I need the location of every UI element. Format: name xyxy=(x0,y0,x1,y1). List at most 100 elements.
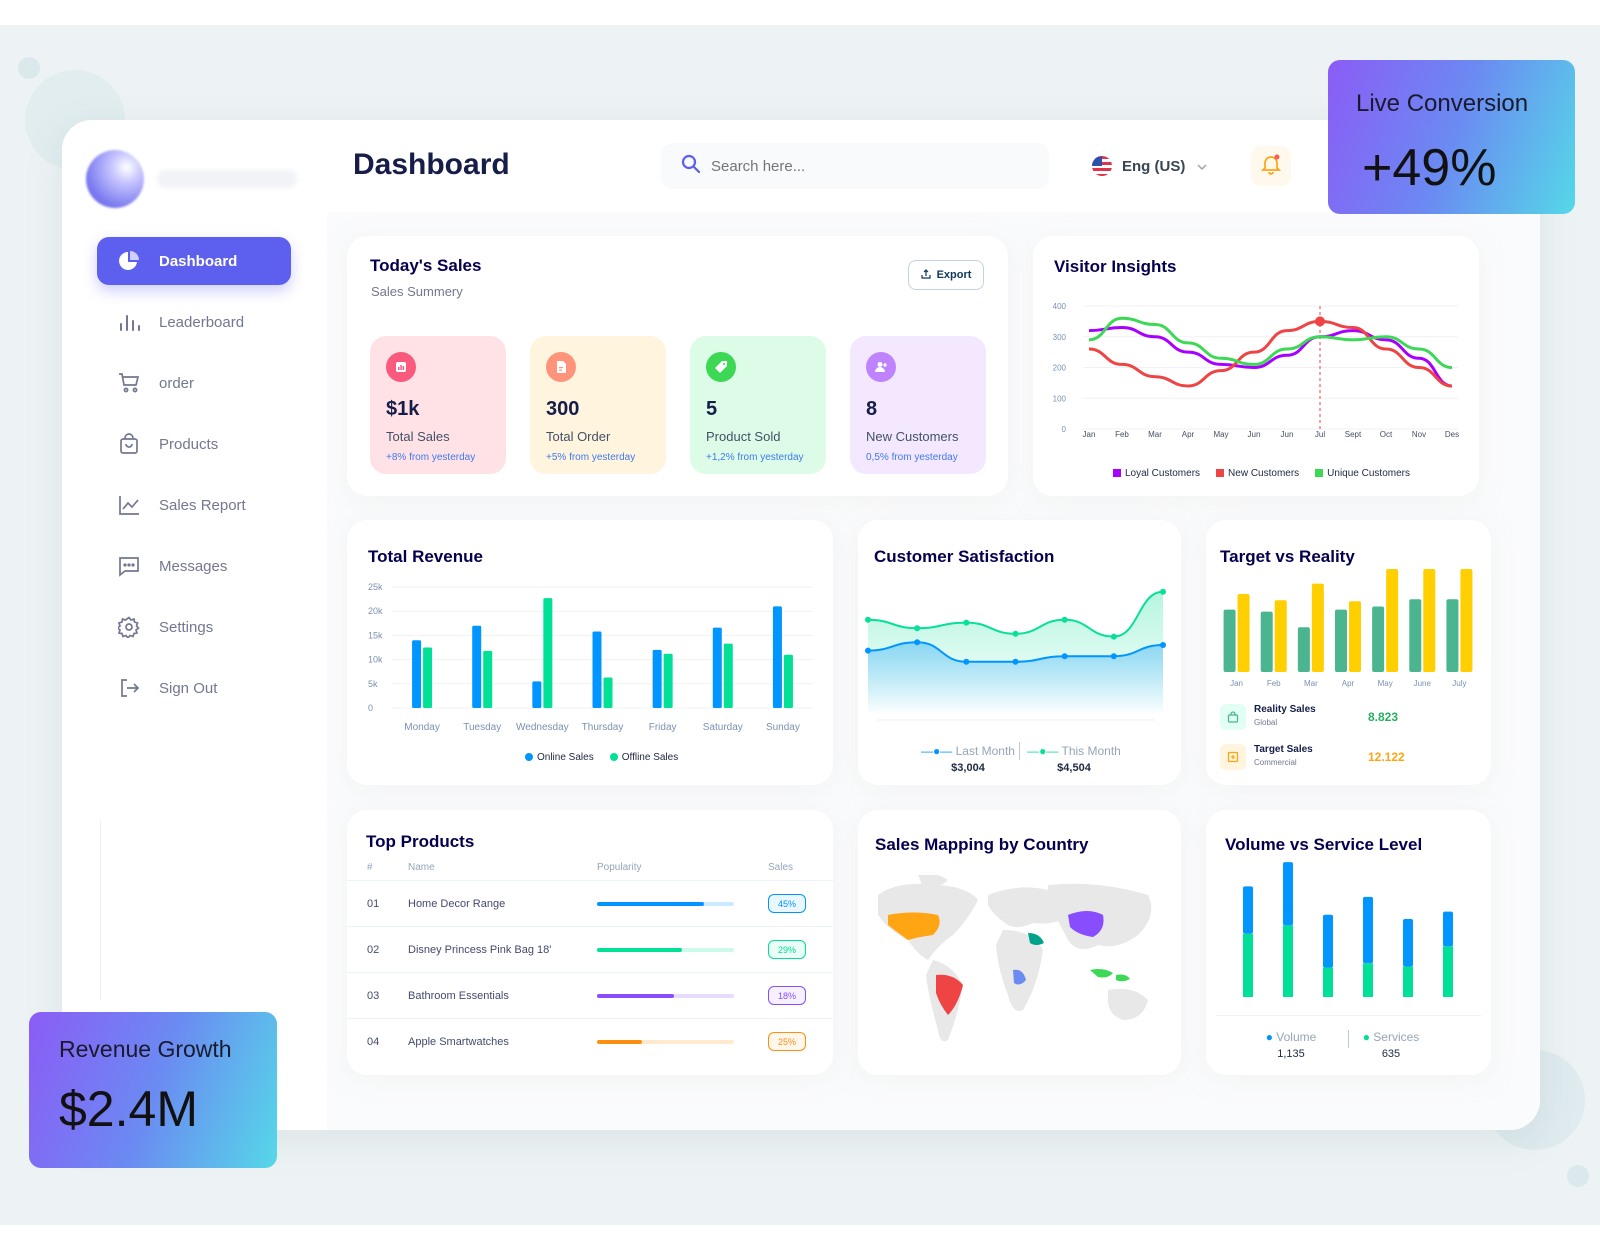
bar xyxy=(1409,599,1422,672)
popularity-fill xyxy=(597,1039,643,1044)
bar xyxy=(603,677,613,708)
sidebar-item-dashboard[interactable]: Dashboard xyxy=(97,237,291,285)
row-sub: Global xyxy=(1254,718,1278,727)
sidebar-item-label: order xyxy=(159,374,195,392)
sign-out-icon xyxy=(117,676,141,700)
stat-value: 8 xyxy=(866,398,878,420)
sidebar-item-label: Sales Report xyxy=(159,496,246,514)
product-name: Home Decor Range xyxy=(408,897,506,910)
decor-circle xyxy=(1567,1165,1589,1187)
legend-label: Offline Sales xyxy=(621,752,679,763)
bar xyxy=(412,640,422,708)
legend-item: Online Sales xyxy=(525,752,594,763)
chart-legend: Loyal Customers New Customers Unique Cus… xyxy=(1113,468,1410,479)
export-button[interactable]: Export xyxy=(908,260,984,290)
sales-pill: 25% xyxy=(768,1032,806,1051)
stat-delta: +8% from yesterday xyxy=(386,452,476,463)
bar xyxy=(1403,919,1413,967)
map-region-usa xyxy=(888,912,940,940)
table-row[interactable]: 01 Home Decor Range 45% xyxy=(347,880,833,926)
stat-value: 300 xyxy=(546,398,580,420)
bar xyxy=(483,650,493,708)
popularity-bar xyxy=(597,1039,734,1044)
sidebar-item-leaderboard[interactable]: Leaderboard xyxy=(97,298,291,346)
row-number: 02 xyxy=(367,943,380,956)
legend-item: Offline Sales xyxy=(609,752,679,763)
notification-button[interactable] xyxy=(1251,146,1291,186)
popularity-fill xyxy=(597,901,704,906)
data-point xyxy=(1110,653,1117,660)
bar xyxy=(1223,609,1236,672)
export-label: Export xyxy=(936,269,972,281)
sidebar-item-settings[interactable]: Settings xyxy=(97,603,291,651)
visitor-insights-card: Visitor Insights 0 100 200 300 400 Jan Feb Mar A… xyxy=(1033,236,1479,496)
bar xyxy=(1323,967,1333,997)
logo xyxy=(86,150,144,208)
table-header: # Name Popularity Sales xyxy=(347,862,833,880)
x-tick-label: Tuesday xyxy=(463,722,501,733)
row-value: 8.823 xyxy=(1368,710,1399,724)
popularity-bar xyxy=(597,993,734,998)
col-header: Sales xyxy=(768,862,794,873)
sidebar-item-sales-report[interactable]: Sales Report xyxy=(97,481,291,529)
stat-delta: +1,2% from yesterday xyxy=(706,452,804,463)
stat-product-sold: 5 Product Sold +1,2% from yesterday xyxy=(690,336,826,474)
x-tick-label: Nov xyxy=(1412,430,1426,439)
row-number: 01 xyxy=(367,897,380,910)
sidebar-item-products[interactable]: Products xyxy=(97,420,291,468)
table-row[interactable]: 02 Disney Princess Pink Bag 18' 29% xyxy=(347,926,833,972)
bar xyxy=(1274,600,1287,672)
popularity-bar xyxy=(597,901,734,906)
badge-value: +49% xyxy=(1362,139,1497,197)
y-tick-label: 10k xyxy=(368,655,383,665)
series-area xyxy=(868,642,1163,715)
bar xyxy=(1363,896,1373,964)
search-box[interactable] xyxy=(661,143,1049,189)
decor-circle xyxy=(18,57,40,79)
dashboard-window: Dashboard Leaderboard order Products Sal… xyxy=(62,120,1540,1130)
bar xyxy=(592,631,602,708)
table-row[interactable]: 04 Apple Smartwatches 25% xyxy=(347,1018,833,1064)
ticket-icon xyxy=(1220,744,1246,770)
bar xyxy=(1243,886,1253,934)
sidebar-item-order[interactable]: order xyxy=(97,359,291,407)
legend-value: 635 xyxy=(1381,1048,1401,1060)
language-selector[interactable]: Eng (US) xyxy=(1092,156,1207,176)
product-name: Apple Smartwatches xyxy=(408,1035,509,1048)
data-point xyxy=(1160,588,1166,595)
search-input[interactable] xyxy=(711,157,1011,175)
map-region-china xyxy=(1068,911,1104,937)
table-row[interactable]: 03 Bathroom Essentials 18% xyxy=(347,972,833,1018)
card-title: Today's Sales xyxy=(370,256,482,275)
y-tick-label: 5k xyxy=(368,679,378,689)
y-tick-label: 20k xyxy=(368,606,383,616)
y-tick-label: 400 xyxy=(1053,302,1067,311)
stat-value: $1k xyxy=(386,398,420,420)
sidebar-item-label: Messages xyxy=(159,557,228,575)
sidebar-item-messages[interactable]: Messages xyxy=(97,542,291,590)
bar xyxy=(1335,609,1347,672)
legend-label: Services xyxy=(1373,1030,1420,1044)
x-tick-label: Feb xyxy=(1115,430,1129,439)
bar xyxy=(1349,601,1361,672)
chevron-down-icon xyxy=(1197,158,1207,175)
bar xyxy=(423,647,433,708)
sidebar-item-sign-out[interactable]: Sign Out xyxy=(97,664,291,712)
bar xyxy=(1297,627,1310,672)
target-vs-reality-card: Target vs Reality Jan Feb Mar Apr May June Jul… xyxy=(1206,520,1491,785)
stat-label: Total Sales xyxy=(386,429,450,444)
message-icon xyxy=(117,554,141,578)
data-point xyxy=(963,658,970,665)
popularity-fill xyxy=(597,947,682,952)
divider xyxy=(100,820,101,1000)
legend-label-row: —●— This Month xyxy=(1027,744,1121,758)
live-conversion-badge: Live Conversion +49% xyxy=(1328,60,1575,214)
data-point xyxy=(1061,653,1068,660)
popularity-bar xyxy=(597,947,734,952)
bar xyxy=(1460,569,1473,672)
x-tick-label: Apr xyxy=(1182,430,1195,439)
bar xyxy=(1386,569,1399,672)
card-title: Visitor Insights xyxy=(1054,257,1177,276)
page-title: Dashboard xyxy=(353,148,510,181)
legend-label-row: ● Volume xyxy=(1265,1030,1317,1044)
